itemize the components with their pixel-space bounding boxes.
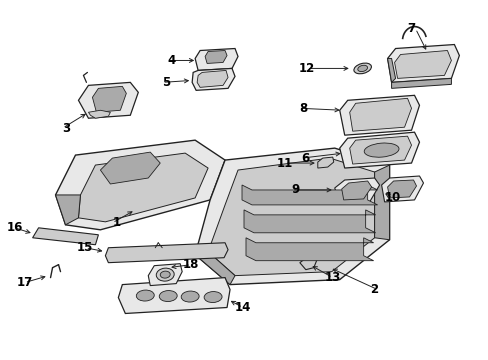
Polygon shape bbox=[88, 110, 110, 118]
Polygon shape bbox=[148, 264, 182, 285]
Ellipse shape bbox=[160, 271, 170, 278]
Text: 9: 9 bbox=[291, 184, 299, 197]
Ellipse shape bbox=[203, 292, 222, 302]
Polygon shape bbox=[381, 176, 423, 202]
Polygon shape bbox=[394, 50, 450, 78]
Text: 4: 4 bbox=[166, 54, 175, 67]
Polygon shape bbox=[387, 58, 395, 82]
Text: 3: 3 bbox=[62, 122, 70, 135]
Text: 15: 15 bbox=[77, 241, 93, 254]
Ellipse shape bbox=[364, 143, 398, 157]
Polygon shape bbox=[341, 181, 371, 200]
Polygon shape bbox=[56, 195, 81, 225]
Text: 5: 5 bbox=[162, 76, 170, 89]
Text: 10: 10 bbox=[384, 192, 400, 204]
Text: 11: 11 bbox=[276, 157, 292, 170]
Ellipse shape bbox=[353, 63, 371, 74]
Polygon shape bbox=[299, 257, 317, 270]
Text: 17: 17 bbox=[16, 276, 33, 289]
Text: 14: 14 bbox=[235, 301, 251, 314]
Polygon shape bbox=[78, 153, 208, 222]
Text: 1: 1 bbox=[112, 216, 120, 229]
Polygon shape bbox=[387, 45, 458, 82]
Polygon shape bbox=[317, 157, 333, 168]
Polygon shape bbox=[100, 152, 160, 184]
Polygon shape bbox=[374, 165, 389, 240]
Text: 2: 2 bbox=[369, 283, 377, 296]
Ellipse shape bbox=[357, 65, 367, 72]
Text: 13: 13 bbox=[324, 271, 340, 284]
Polygon shape bbox=[195, 252, 235, 285]
Text: 7: 7 bbox=[407, 22, 415, 35]
Text: 18: 18 bbox=[183, 258, 199, 271]
Ellipse shape bbox=[159, 291, 177, 302]
Polygon shape bbox=[78, 82, 138, 118]
Polygon shape bbox=[339, 132, 419, 168]
Polygon shape bbox=[244, 210, 375, 233]
Polygon shape bbox=[192, 68, 235, 90]
Text: 12: 12 bbox=[298, 62, 314, 75]
Polygon shape bbox=[349, 136, 411, 164]
Polygon shape bbox=[105, 243, 227, 263]
Polygon shape bbox=[339, 95, 419, 135]
Polygon shape bbox=[118, 278, 229, 314]
Polygon shape bbox=[195, 148, 389, 285]
Text: 16: 16 bbox=[6, 221, 22, 234]
Polygon shape bbox=[204, 50, 226, 63]
Polygon shape bbox=[195, 49, 238, 71]
Polygon shape bbox=[208, 158, 374, 276]
Polygon shape bbox=[92, 86, 126, 112]
Ellipse shape bbox=[156, 268, 174, 281]
Polygon shape bbox=[197, 71, 227, 87]
Text: 6: 6 bbox=[301, 152, 309, 165]
Polygon shape bbox=[242, 185, 377, 205]
Polygon shape bbox=[391, 78, 450, 88]
Text: 8: 8 bbox=[299, 102, 307, 115]
Ellipse shape bbox=[181, 291, 199, 302]
Polygon shape bbox=[245, 238, 373, 261]
Polygon shape bbox=[56, 140, 224, 230]
Polygon shape bbox=[334, 178, 379, 204]
Ellipse shape bbox=[136, 290, 154, 301]
Polygon shape bbox=[33, 228, 98, 245]
Polygon shape bbox=[387, 180, 416, 198]
Polygon shape bbox=[349, 98, 411, 131]
